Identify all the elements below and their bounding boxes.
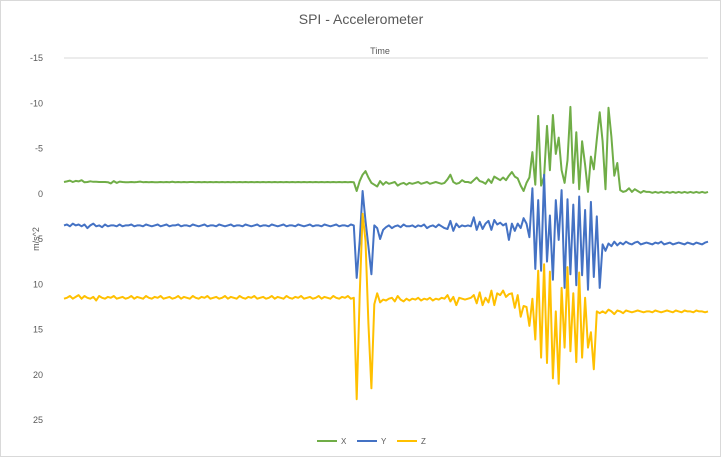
legend: X Y Z [317, 437, 426, 446]
legend-label-x: X [341, 437, 347, 446]
series-line-y [63, 173, 709, 291]
plot-area [63, 105, 709, 401]
y-axis-ticks: -15 -10 -5 0 5 10 15 20 25 [30, 53, 43, 425]
x-axis-title: Time [370, 46, 390, 56]
y-tick-label: 25 [33, 415, 43, 425]
y-axis-title: m/s^2 [31, 227, 41, 251]
y-tick-label: 15 [33, 325, 43, 335]
chart-title: SPI - Accelerometer [299, 11, 424, 27]
y-tick-label: -5 [35, 144, 43, 154]
legend-label-y: Y [381, 437, 387, 446]
series-line-x [63, 105, 709, 194]
y-tick-label: 5 [38, 234, 43, 244]
y-tick-label: 0 [38, 189, 43, 199]
y-tick-label: 20 [33, 370, 43, 380]
y-tick-label: -15 [30, 53, 43, 63]
series-line-z [63, 212, 709, 401]
y-tick-label: 10 [33, 279, 43, 289]
legend-label-z: Z [421, 437, 426, 446]
y-tick-label: -10 [30, 98, 43, 108]
